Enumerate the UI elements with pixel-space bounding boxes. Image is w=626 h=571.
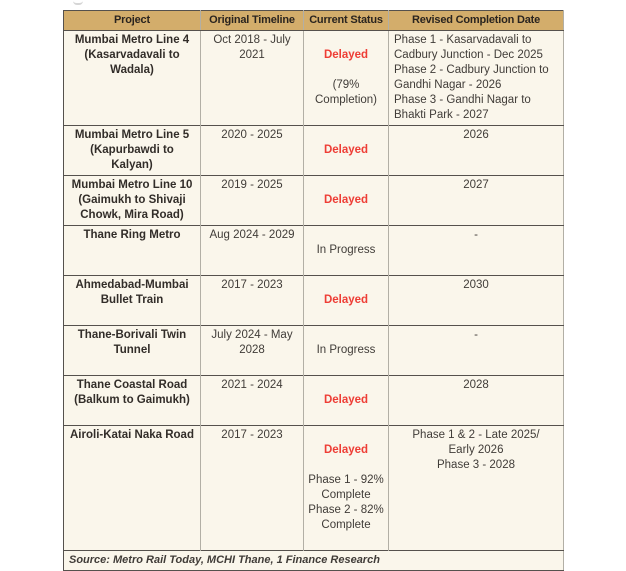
status-cell: In Progress <box>303 225 389 276</box>
status-cell: Delayed <box>303 275 389 326</box>
project-cell: Airoli-Katai Naka Road <box>63 425 201 551</box>
status-cell: Delayed <box>303 125 389 176</box>
timeline-cell: 2017 - 2023 <box>200 425 304 551</box>
revised-cell: 2030 <box>388 275 564 326</box>
table-row: Thane-Borivali Twin Tunnel July 2024 - M… <box>63 325 564 376</box>
project-cell: Mumbai Metro Line 4 (Kasarvadavali to Wa… <box>63 30 201 126</box>
projects-table: Project Original Timeline Current Status… <box>63 10 564 571</box>
col-header-original-timeline: Original Timeline <box>200 10 304 31</box>
status-cell: In Progress <box>303 325 389 376</box>
timeline-cell: July 2024 - May 2028 <box>200 325 304 376</box>
timeline-cell: 2020 - 2025 <box>200 125 304 176</box>
status-text: Delayed <box>323 394 369 406</box>
revised-cell: Phase 1 - Kasarvadavali to Cadbury Junct… <box>388 30 564 126</box>
project-cell: Thane Ring Metro <box>63 225 201 276</box>
table-row: Airoli-Katai Naka Road 2017 - 2023 Delay… <box>63 425 564 551</box>
status-text: Delayed <box>323 444 369 456</box>
timeline-cell: Aug 2024 - 2029 <box>200 225 304 276</box>
revised-cell: 2026 <box>388 125 564 176</box>
status-text: Delayed <box>323 294 369 306</box>
col-header-revised-completion-date: Revised Completion Date <box>388 10 564 31</box>
status-text: In Progress <box>316 244 376 256</box>
revised-cell: 2027 <box>388 175 564 226</box>
status-cell: Delayed Phase 1 - 92% Complete Phase 2 -… <box>303 425 389 551</box>
table-row: Mumbai Metro Line 4 (Kasarvadavali to Wa… <box>63 30 564 126</box>
status-cell: Delayed <box>303 375 389 426</box>
timeline-cell: 2021 - 2024 <box>200 375 304 426</box>
col-header-project: Project <box>63 10 201 31</box>
status-text: Delayed <box>323 144 369 156</box>
revised-cell: - <box>388 325 564 376</box>
table-row: Mumbai Metro Line 5 (Kapurbawdi to Kalya… <box>63 125 564 176</box>
table-row: Mumbai Metro Line 10 (Gaimukh to Shivaji… <box>63 175 564 226</box>
source-note: Source: Metro Rail Today, MCHI Thane, 1 … <box>63 550 564 571</box>
status-text: Delayed <box>323 49 369 61</box>
table-row: Ahmedabad-Mumbai Bullet Train 2017 - 202… <box>63 275 564 326</box>
project-cell: Mumbai Metro Line 10 (Gaimukh to Shivaji… <box>63 175 201 226</box>
revised-cell: Phase 1 & 2 - Late 2025/ Early 2026 Phas… <box>388 425 564 551</box>
crop-artifact <box>73 0 83 5</box>
table-row: Thane Coastal Road (Balkum to Gaimukh) 2… <box>63 375 564 426</box>
status-text: Delayed <box>323 194 369 206</box>
timeline-cell: 2017 - 2023 <box>200 275 304 326</box>
timeline-cell: 2019 - 2025 <box>200 175 304 226</box>
timeline-cell: Oct 2018 - July 2021 <box>200 30 304 126</box>
revised-cell: - <box>388 225 564 276</box>
revised-cell: 2028 <box>388 375 564 426</box>
col-header-current-status: Current Status <box>303 10 389 31</box>
status-text: In Progress <box>316 344 376 356</box>
project-cell: Mumbai Metro Line 5 (Kapurbawdi to Kalya… <box>63 125 201 176</box>
status-detail: (79% Completion) <box>315 79 377 106</box>
project-cell: Thane Coastal Road (Balkum to Gaimukh) <box>63 375 201 426</box>
status-cell: Delayed <box>303 175 389 226</box>
status-cell: Delayed (79% Completion) <box>303 30 389 126</box>
header-row: Project Original Timeline Current Status… <box>63 10 564 31</box>
source-row: Source: Metro Rail Today, MCHI Thane, 1 … <box>63 550 564 571</box>
project-cell: Ahmedabad-Mumbai Bullet Train <box>63 275 201 326</box>
project-cell: Thane-Borivali Twin Tunnel <box>63 325 201 376</box>
status-detail: Phase 1 - 92% Complete Phase 2 - 82% Com… <box>308 474 384 531</box>
table-row: Thane Ring Metro Aug 2024 - 2029 In Prog… <box>63 225 564 276</box>
